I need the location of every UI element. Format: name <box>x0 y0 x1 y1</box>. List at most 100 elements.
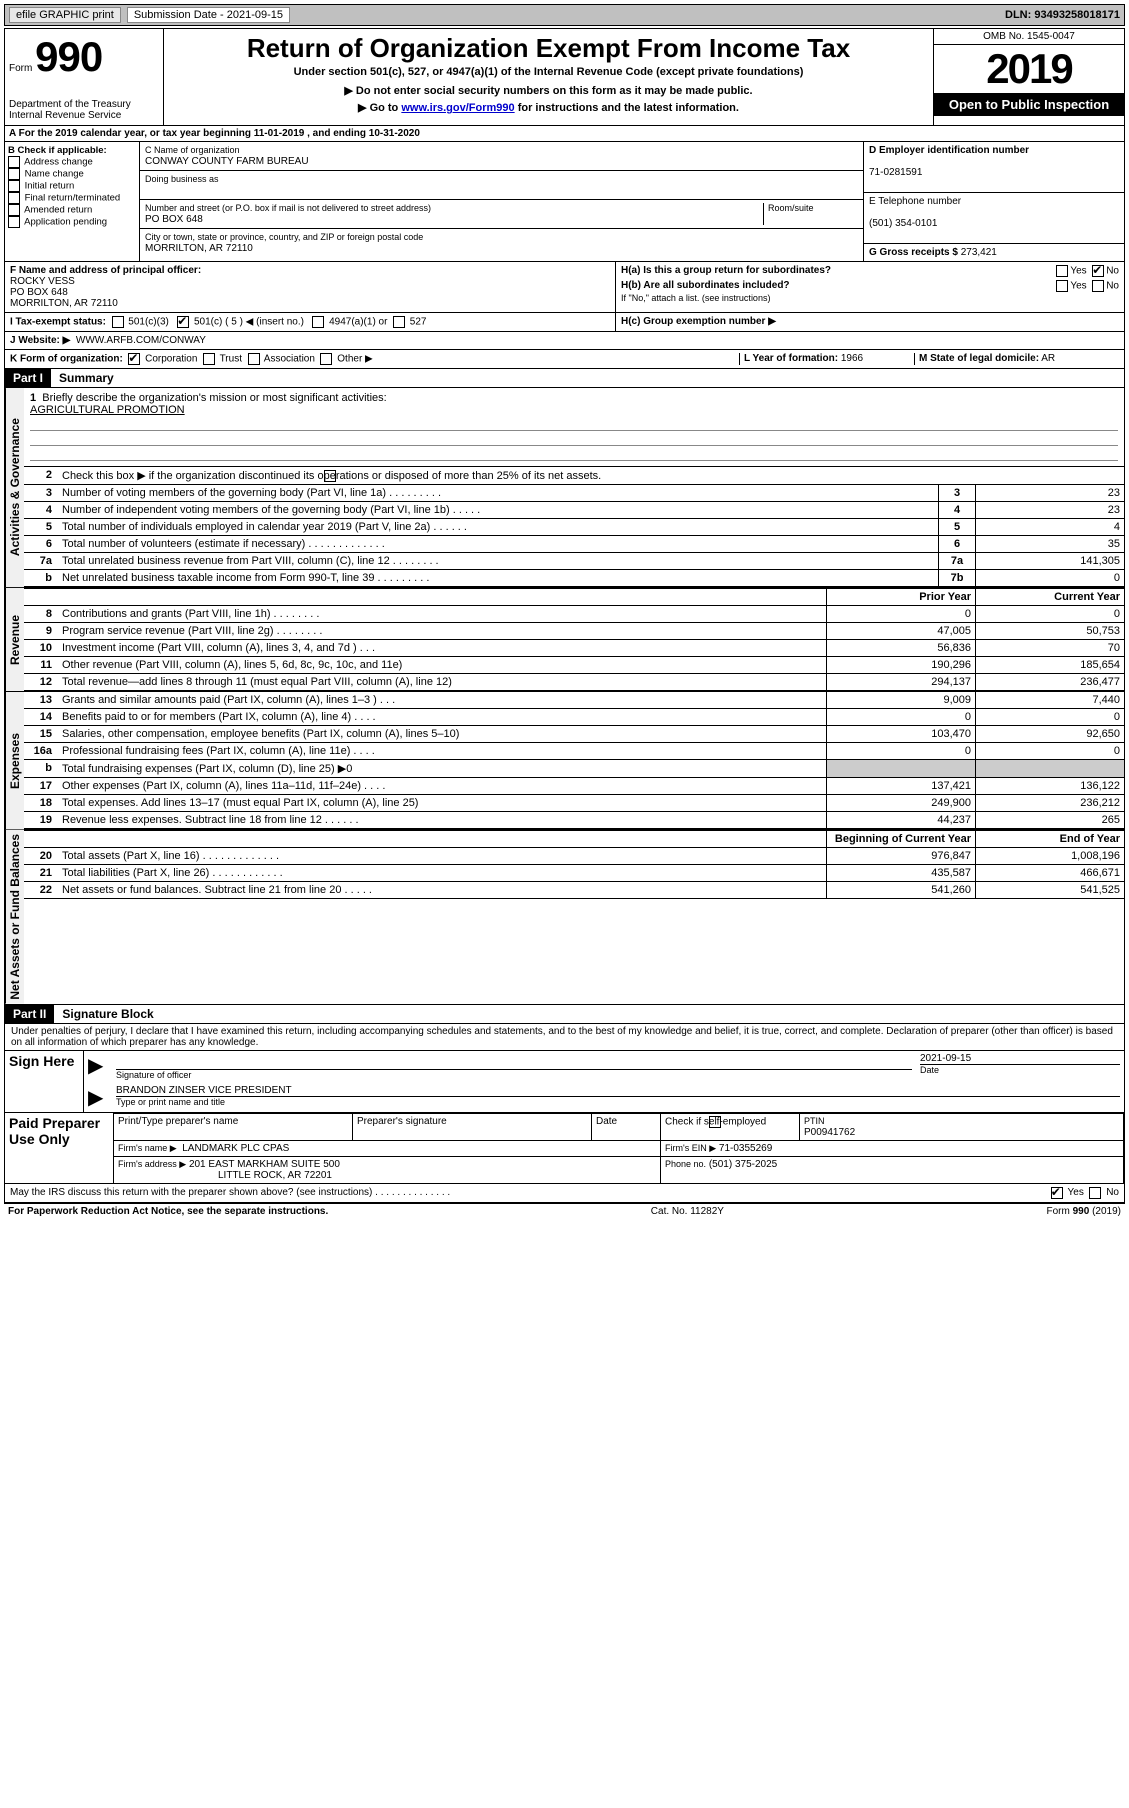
form-header: Form 990 Department of the Treasury Inte… <box>5 29 1124 126</box>
row-j-website: J Website: ▶ WWW.ARFB.COM/CONWAY <box>5 332 1124 350</box>
ptin-label: PTIN <box>804 1116 825 1126</box>
line10-text: Investment income (Part VIII, column (A)… <box>58 640 827 657</box>
irs-link[interactable]: www.irs.gov/Form990 <box>401 102 514 114</box>
form-label: Form <box>9 63 32 74</box>
ptin-value: P00941762 <box>804 1127 855 1138</box>
ein-label: D Employer identification number <box>869 145 1029 156</box>
line3-text: Number of voting members of the governin… <box>58 485 939 502</box>
line4-val: 23 <box>976 502 1125 519</box>
open-inspection-badge: Open to Public Inspection <box>934 93 1124 116</box>
501c3-checkbox[interactable] <box>112 316 124 328</box>
trust-checkbox[interactable] <box>203 353 215 365</box>
name-change-checkbox[interactable] <box>8 168 20 180</box>
irs-label: Internal Revenue Service <box>9 110 159 121</box>
footer-left: For Paperwork Reduction Act Notice, see … <box>8 1206 328 1217</box>
line5-text: Total number of individuals employed in … <box>58 519 939 536</box>
discuss-row: May the IRS discuss this return with the… <box>5 1184 1124 1203</box>
row-hb: H(b) Are all subordinates included? Yes … <box>621 280 1119 291</box>
hb-yes-checkbox[interactable] <box>1056 280 1068 292</box>
hdr-end: End of Year <box>976 831 1125 848</box>
hb-no-checkbox[interactable] <box>1092 280 1104 292</box>
officer-name: BRANDON ZINSER VICE PRESIDENT <box>116 1085 1120 1097</box>
omb-number: OMB No. 1545-0047 <box>934 29 1124 45</box>
501c-checkbox[interactable] <box>177 316 189 328</box>
top-toolbar: efile GRAPHIC print Submission Date - 20… <box>4 4 1125 26</box>
website-value: WWW.ARFB.COM/CONWAY <box>76 335 206 346</box>
other-checkbox[interactable] <box>320 353 332 365</box>
submission-date-field: Submission Date - 2021-09-15 <box>127 7 290 23</box>
row-hc: H(c) Group exemption number ▶ <box>616 313 1124 331</box>
firm-ein: 71-0355269 <box>719 1143 772 1154</box>
discuss-no-checkbox[interactable] <box>1089 1187 1101 1199</box>
line7b-text: Net unrelated business taxable income fr… <box>58 570 939 587</box>
line7a-text: Total unrelated business revenue from Pa… <box>58 553 939 570</box>
phone-label: E Telephone number <box>869 196 961 207</box>
gross-label: G Gross receipts $ <box>869 247 958 258</box>
line12-text: Total revenue—add lines 8 through 11 (mu… <box>58 674 827 691</box>
city-label: City or town, state or province, country… <box>145 232 423 242</box>
gross-value: 273,421 <box>961 247 997 258</box>
dba-label: Doing business as <box>145 174 219 184</box>
page-footer: For Paperwork Reduction Act Notice, see … <box>4 1204 1125 1219</box>
phone-value: (501) 354-0101 <box>869 218 937 229</box>
line4-text: Number of independent voting members of … <box>58 502 939 519</box>
amended-return-checkbox[interactable] <box>8 204 20 216</box>
line5-val: 4 <box>976 519 1125 536</box>
ein-value: 71-0281591 <box>869 167 922 178</box>
state-domicile: AR <box>1041 353 1055 364</box>
room-label: Room/suite <box>768 203 814 213</box>
initial-return-checkbox[interactable] <box>8 180 20 192</box>
firm-address1: 201 EAST MARKHAM SUITE 500 <box>189 1159 340 1170</box>
efile-print-button[interactable]: efile GRAPHIC print <box>9 7 121 23</box>
line2-checkbox[interactable] <box>324 470 336 482</box>
preparer-sig-label: Preparer's signature <box>353 1113 592 1140</box>
form-title: Return of Organization Exempt From Incom… <box>168 33 929 64</box>
sign-here-label: Sign Here <box>5 1051 84 1113</box>
discuss-yes-checkbox[interactable] <box>1051 1187 1063 1199</box>
org-name-label: C Name of organization <box>145 145 240 155</box>
row-i-tax-status: I Tax-exempt status: 501(c)(3) 501(c) ( … <box>5 313 616 331</box>
association-checkbox[interactable] <box>248 353 260 365</box>
sig-officer-label: Signature of officer <box>116 1070 191 1080</box>
tax-year: 2019 <box>934 45 1124 93</box>
goto-note: ▶ Go to www.irs.gov/Form990 for instruct… <box>168 101 929 114</box>
line7a-val: 141,305 <box>976 553 1125 570</box>
part1-header: Part I <box>5 369 51 387</box>
line7b-val: 0 <box>976 570 1125 587</box>
firm-phone: (501) 375-2025 <box>709 1159 777 1170</box>
line19-text: Revenue less expenses. Subtract line 18 … <box>58 812 827 829</box>
line6-val: 35 <box>976 536 1125 553</box>
sign-date-value: 2021-09-15 <box>920 1053 1120 1065</box>
line18-text: Total expenses. Add lines 13–17 (must eq… <box>58 795 827 812</box>
line16a-text: Professional fundraising fees (Part IX, … <box>58 743 827 760</box>
mission-label: Briefly describe the organization's miss… <box>42 392 386 404</box>
paid-preparer-label: Paid Preparer Use Only <box>5 1113 114 1183</box>
final-return-checkbox[interactable] <box>8 192 20 204</box>
vtab-expenses: Expenses <box>5 692 24 829</box>
year-formation: 1966 <box>841 353 863 364</box>
line16b-text: Total fundraising expenses (Part IX, col… <box>58 760 827 778</box>
corporation-checkbox[interactable] <box>128 353 140 365</box>
ssn-note: ▶ Do not enter social security numbers o… <box>168 84 929 97</box>
part1-title: Summary <box>51 369 122 387</box>
self-employed-label: Check if self-employed <box>661 1113 800 1140</box>
dept-treasury: Department of the Treasury <box>9 99 159 110</box>
address-change-checkbox[interactable] <box>8 156 20 168</box>
self-employed-checkbox[interactable] <box>709 1116 721 1128</box>
527-checkbox[interactable] <box>393 316 405 328</box>
form-subtitle: Under section 501(c), 527, or 4947(a)(1)… <box>168 66 929 78</box>
ha-yes-checkbox[interactable] <box>1056 265 1068 277</box>
4947-checkbox[interactable] <box>312 316 324 328</box>
line6-text: Total number of volunteers (estimate if … <box>58 536 939 553</box>
line8-text: Contributions and grants (Part VIII, lin… <box>58 606 827 623</box>
org-name: CONWAY COUNTY FARM BUREAU <box>145 156 309 167</box>
ha-no-checkbox[interactable] <box>1092 265 1104 277</box>
line17-text: Other expenses (Part IX, column (A), lin… <box>58 778 827 795</box>
vtab-net-assets: Net Assets or Fund Balances <box>5 830 24 1004</box>
application-pending-checkbox[interactable] <box>8 216 20 228</box>
dln-label: DLN: 93493258018171 <box>1005 9 1120 21</box>
line2-text: Check this box ▶ if the organization dis… <box>58 467 1124 485</box>
vtab-activities: Activities & Governance <box>5 388 24 587</box>
form-number: 990 <box>35 33 102 80</box>
line14-text: Benefits paid to or for members (Part IX… <box>58 709 827 726</box>
